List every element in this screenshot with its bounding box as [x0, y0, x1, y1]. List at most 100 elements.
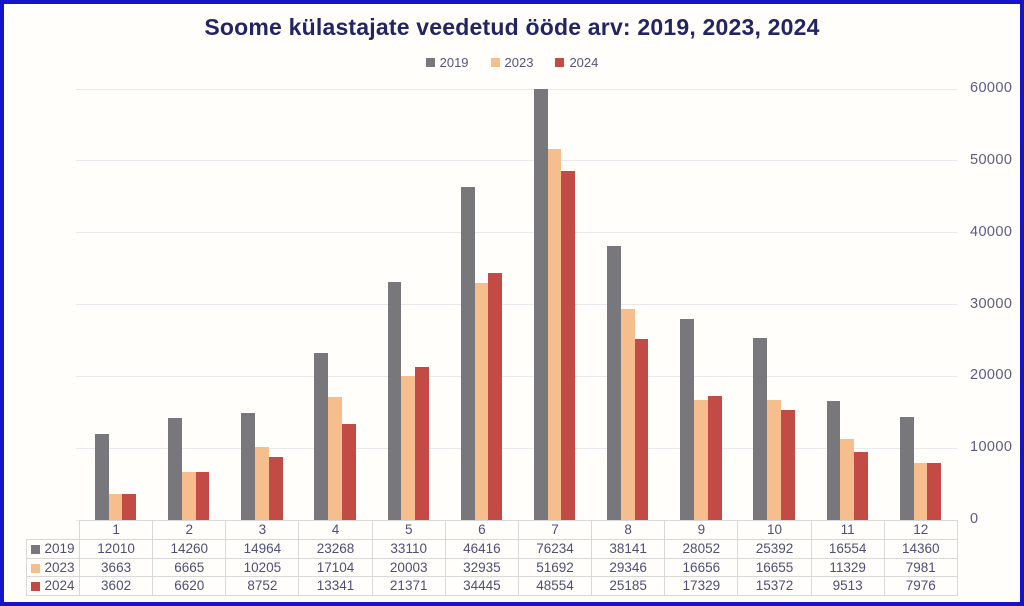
- bar-2024-month-9: [707, 395, 722, 520]
- value-2023-month-10: 16655: [737, 557, 812, 578]
- value-2023-month-11: 11329: [810, 557, 885, 578]
- value-2023-month-5: 20003: [371, 557, 446, 578]
- bar-2024-month-2: [195, 472, 210, 520]
- table-row-2019: 2019 12010 14260 14964 23268 33110 46416 76234 3…: [26, 538, 958, 559]
- gridline-10000: [76, 447, 957, 449]
- table-row-2023: 2023 3663 6665 10205 17104 20003 32935 51692 293…: [26, 557, 958, 578]
- bar-group-month-10: [738, 89, 811, 520]
- month-header-7: 7: [517, 520, 593, 540]
- gridline-40000: [76, 232, 957, 234]
- bar-2024-month-1: [122, 494, 137, 520]
- bar-group-month-3: [225, 89, 298, 520]
- value-2019-month-10: 25392: [737, 538, 812, 559]
- value-2019-month-9: 28052: [664, 538, 739, 559]
- legend-item-2023: 2023: [490, 55, 534, 70]
- month-header-1: 1: [78, 520, 154, 540]
- legend-label-2024: 2024: [569, 55, 599, 70]
- value-2023-month-7: 51692: [517, 557, 593, 578]
- bar-2019-month-10: [753, 337, 768, 520]
- month-header-2: 2: [152, 520, 227, 540]
- bar-2024-month-10: [780, 409, 795, 520]
- value-2019-month-1: 12010: [78, 538, 154, 559]
- bar-2023-month-4: [328, 397, 342, 520]
- value-2024-month-2: 6620: [152, 576, 227, 596]
- month-header-12: 12: [883, 520, 958, 540]
- value-2019-month-6: 46416: [444, 538, 519, 559]
- bar-2024-month-4: [341, 424, 356, 520]
- year-label-2024: 2024: [44, 578, 75, 594]
- value-2023-month-4: 17104: [298, 557, 373, 578]
- bar-2024-month-7: [561, 171, 576, 520]
- data-table: 1 2 3 4 5 6 7 8 9 10 11 12 2019 12010 14260 14964 23268 3…: [26, 520, 958, 596]
- y-tick-label-0: 0: [970, 511, 979, 527]
- value-2023-month-2: 6665: [152, 557, 227, 578]
- y-tick-label-20000: 20000: [970, 367, 1013, 384]
- y-tick-label-50000: 50000: [970, 151, 1013, 168]
- bar-2024-month-5: [415, 366, 429, 520]
- bar-2024-month-11: [854, 451, 868, 520]
- chart-legend: 2019 2023 2024: [4, 55, 1020, 70]
- gridline-60000: [76, 88, 957, 90]
- bar-2023-month-8: [620, 309, 635, 520]
- y-tick-label-10000: 10000: [970, 439, 1013, 456]
- bar-2023-month-5: [401, 376, 416, 520]
- month-header-4: 4: [298, 520, 373, 540]
- bar-2019-month-1: [94, 433, 109, 520]
- y-tick-label-60000: 60000: [970, 80, 1013, 96]
- plot-area: [76, 88, 957, 521]
- value-2023-month-6: 32935: [444, 557, 519, 578]
- table-corner-cell: [27, 521, 80, 540]
- y-tick-label-30000: 30000: [970, 295, 1013, 312]
- bar-group-month-7: [518, 89, 591, 520]
- bar-2019-month-7: [533, 89, 548, 520]
- y-tick-label-40000: 40000: [970, 223, 1013, 240]
- bar-2024-month-6: [488, 272, 503, 520]
- bar-2024-month-8: [634, 339, 649, 520]
- table-swatch-2024: [31, 582, 41, 592]
- legend-label-2019: 2019: [439, 55, 469, 70]
- table-header-row: 1 2 3 4 5 6 7 8 9 10 11 12: [27, 520, 958, 540]
- bar-2019-month-2: [168, 417, 182, 520]
- value-2024-month-12: 7976: [883, 576, 958, 596]
- month-header-5: 5: [371, 520, 446, 540]
- value-2019-month-3: 14964: [225, 538, 300, 559]
- value-2019-month-4: 23268: [298, 538, 373, 559]
- bar-2019-month-3: [241, 412, 255, 520]
- legend-swatch-2024: [555, 58, 565, 67]
- year-label-2023: 2023: [44, 559, 75, 575]
- gridline-50000: [76, 160, 957, 162]
- month-header-9: 9: [664, 520, 739, 540]
- bar-group-month-5: [372, 89, 445, 520]
- value-2019-month-8: 38141: [591, 538, 666, 559]
- value-2023-month-12: 7981: [883, 557, 958, 578]
- bar-2023-month-11: [840, 438, 855, 520]
- year-cell-2024: 2024: [26, 576, 80, 596]
- month-header-3: 3: [225, 520, 300, 540]
- bar-group-month-9: [664, 89, 737, 520]
- gridline-30000: [76, 304, 957, 305]
- value-2024-month-5: 21371: [371, 576, 446, 596]
- value-2019-month-12: 14360: [883, 538, 958, 559]
- bar-group-month-1: [79, 89, 152, 520]
- year-cell-2019: 2019: [26, 538, 80, 559]
- legend-swatch-2023: [490, 58, 500, 67]
- bar-2024-month-12: [927, 462, 942, 520]
- bar-2019-month-12: [899, 416, 914, 520]
- value-2023-month-1: 3663: [78, 557, 154, 578]
- legend-item-2019: 2019: [425, 55, 469, 70]
- table-swatch-2023: [31, 563, 41, 573]
- chart-title: Soome külastajate veedetud ööde arv: 201…: [204, 14, 820, 40]
- value-2023-month-3: 10205: [225, 557, 300, 578]
- bar-2019-month-8: [607, 246, 621, 520]
- bar-2023-month-9: [694, 400, 708, 520]
- value-2023-month-8: 29346: [591, 557, 666, 578]
- bar-2019-month-5: [387, 282, 402, 520]
- month-header-8: 8: [591, 520, 666, 540]
- bar-2023-month-3: [255, 446, 269, 520]
- bar-2023-month-10: [767, 400, 781, 520]
- value-2024-month-11: 9513: [810, 576, 885, 596]
- value-2019-month-11: 16554: [810, 538, 885, 559]
- bar-2019-month-6: [460, 186, 475, 520]
- legend-label-2023: 2023: [504, 55, 534, 70]
